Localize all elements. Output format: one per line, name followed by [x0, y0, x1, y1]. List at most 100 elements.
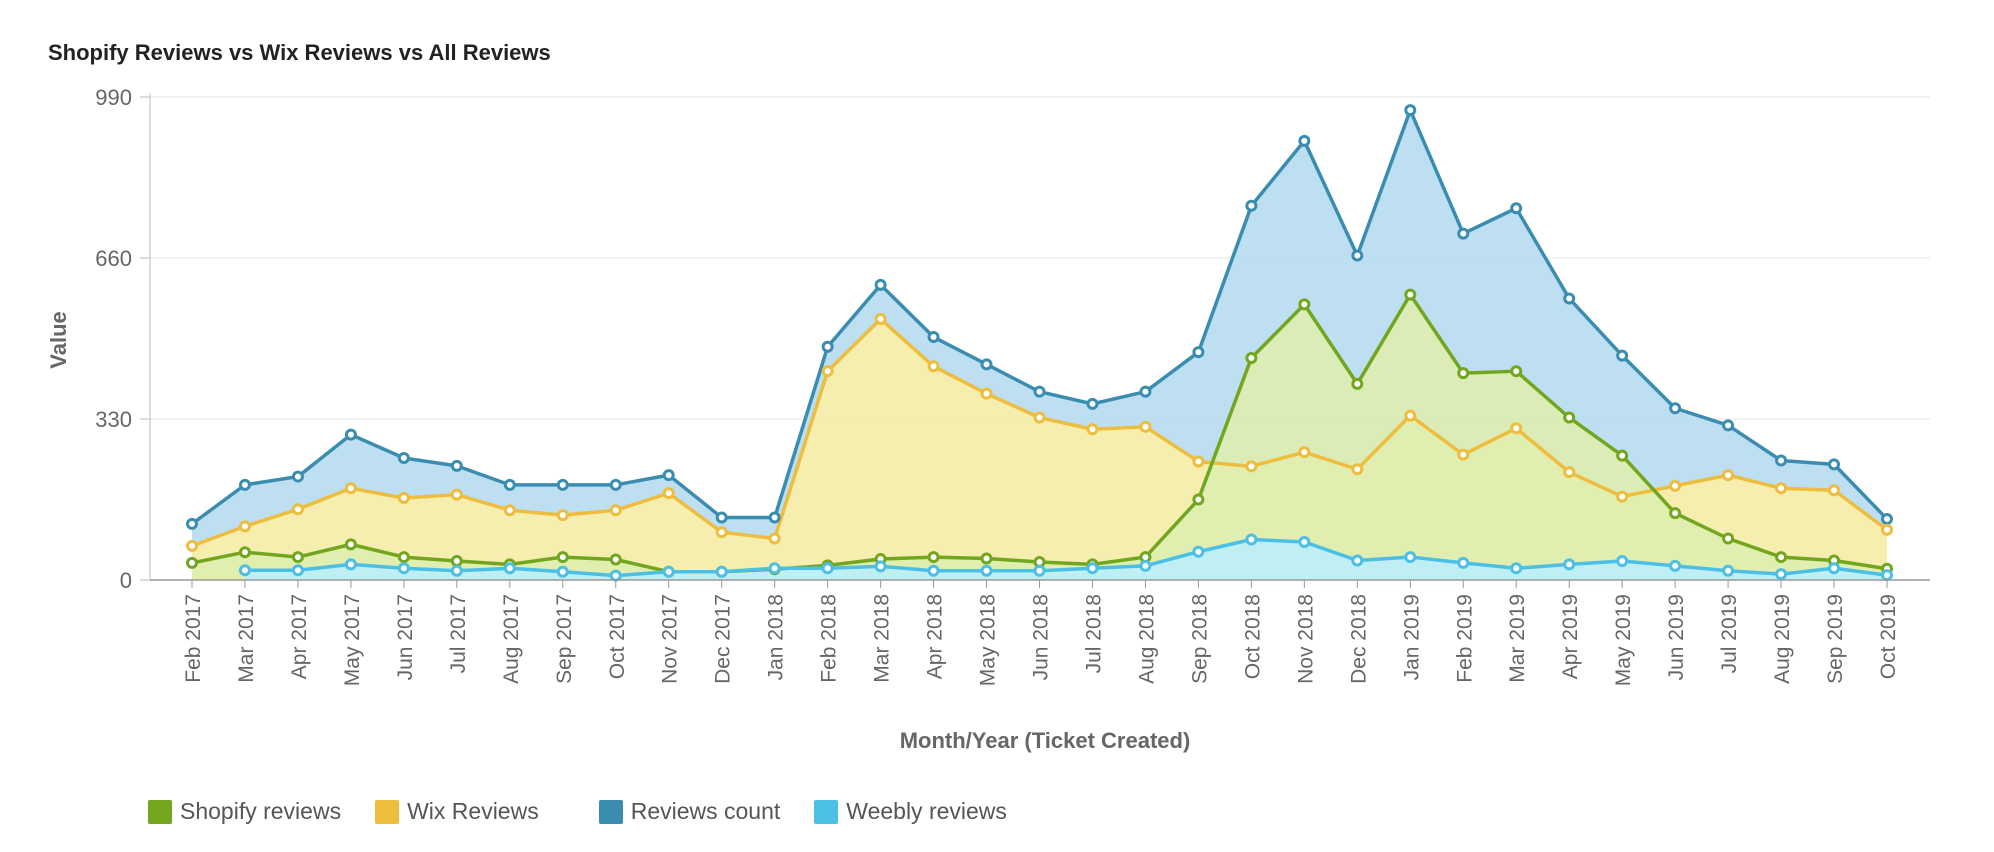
point-shopify-reviews: [1669, 507, 1682, 520]
legend-swatch-reviews-count: [598, 799, 623, 824]
point-wix-reviews: [1775, 482, 1788, 495]
legend-item-wix[interactable]: Wix Reviews: [375, 798, 539, 825]
point-shopify-reviews: [556, 551, 569, 564]
point-weebly-reviews: [980, 564, 993, 577]
y-axis-label: Value: [46, 311, 71, 368]
point-weebly-reviews: [1351, 554, 1364, 567]
x-axis-label: Month/Year (Ticket Created): [900, 728, 1191, 753]
x-tick-label: Mar 2017: [235, 594, 258, 683]
point-reviews-count: [1298, 134, 1311, 147]
point-weebly-reviews: [291, 564, 304, 577]
point-shopify-reviews: [1722, 532, 1735, 545]
x-tick-label: May 2018: [977, 594, 1000, 686]
point-shopify-reviews: [450, 554, 463, 567]
point-weebly-reviews: [662, 565, 675, 578]
point-wix-reviews: [1245, 460, 1258, 473]
point-reviews-count: [1404, 104, 1417, 117]
point-weebly-reviews: [1828, 562, 1841, 575]
point-weebly-reviews: [238, 564, 251, 577]
grid-lines: [150, 96, 1930, 420]
legend-swatch-weebly: [814, 799, 839, 824]
point-reviews-count: [980, 358, 993, 371]
x-tick-label: May 2019: [1612, 594, 1635, 686]
point-reviews-count: [1139, 385, 1152, 398]
point-reviews-count: [1722, 419, 1735, 432]
point-wix-reviews: [291, 503, 304, 516]
point-wix-reviews: [1139, 420, 1152, 433]
point-reviews-count: [1828, 458, 1841, 471]
area-weebly-reviews: [244, 539, 1887, 580]
point-reviews-count: [238, 478, 251, 491]
point-shopify-reviews: [1457, 367, 1470, 380]
point-wix-reviews: [1298, 446, 1311, 459]
point-wix-reviews: [556, 509, 569, 522]
legend-item-reviews-count[interactable]: Reviews count: [598, 798, 780, 825]
point-reviews-count: [1192, 346, 1205, 359]
line-weebly-reviews: [244, 537, 1888, 578]
x-tick-label: Jan 2019: [1400, 594, 1423, 680]
point-weebly-reviews: [1563, 558, 1576, 571]
x-tick-label: Jul 2017: [447, 594, 470, 673]
point-wix-reviews: [609, 504, 622, 517]
x-tick-label: Jul 2019: [1718, 594, 1741, 673]
point-wix-reviews: [715, 526, 728, 539]
point-wix-reviews: [1563, 466, 1576, 479]
point-wix-reviews: [1669, 479, 1682, 492]
point-reviews-count: [768, 511, 781, 524]
area-shopify-reviews: [192, 294, 1887, 580]
x-tick-label: Dec 2017: [712, 594, 735, 684]
y-tick-label: 990: [95, 85, 132, 110]
legend-item-weebly[interactable]: Weebly reviews: [814, 798, 1007, 825]
point-wix-reviews: [1457, 448, 1470, 461]
x-tick-label: Jan 2018: [765, 594, 788, 680]
point-wix-reviews: [397, 492, 410, 505]
point-reviews-count: [874, 278, 887, 291]
point-wix-reviews: [344, 482, 357, 495]
point-wix-reviews: [1192, 455, 1205, 468]
point-weebly-reviews: [1616, 554, 1629, 567]
legend: Shopify reviews Wix Reviews Reviews coun…: [148, 798, 1041, 825]
x-tick-label: Oct 2019: [1877, 594, 1900, 679]
x-tick-label: Feb 2017: [182, 594, 205, 683]
y-tick-label: 330: [95, 407, 132, 432]
point-wix-reviews: [238, 520, 251, 533]
x-tick-label: Mar 2019: [1506, 594, 1529, 683]
point-reviews-count: [1775, 454, 1788, 467]
point-reviews-count: [450, 459, 463, 472]
x-tick-label: Jun 2017: [394, 594, 417, 680]
point-wix-reviews: [1616, 490, 1629, 503]
y-tick-label: 660: [95, 246, 132, 271]
point-shopify-reviews: [1404, 288, 1417, 301]
x-tick-label: Aug 2017: [500, 594, 523, 684]
chart-title: Shopify Reviews vs Wix Reviews vs All Re…: [48, 40, 551, 65]
point-weebly-reviews: [1298, 535, 1311, 548]
point-shopify-reviews: [291, 551, 304, 564]
x-tick-label: Oct 2017: [606, 594, 629, 679]
point-wix-reviews: [1351, 463, 1364, 476]
point-reviews-count: [1669, 402, 1682, 415]
point-shopify-reviews: [186, 556, 198, 569]
legend-item-shopify[interactable]: Shopify reviews: [148, 798, 341, 825]
point-shopify-reviews: [1245, 352, 1258, 365]
y-tick-label: 0: [120, 568, 132, 593]
point-weebly-reviews: [715, 565, 728, 578]
point-reviews-count: [1563, 292, 1576, 305]
point-wix-reviews: [1510, 422, 1523, 435]
point-weebly-reviews: [1404, 551, 1417, 564]
x-tick-label: Mar 2018: [871, 594, 894, 683]
point-weebly-reviews: [1510, 562, 1523, 575]
point-shopify-reviews: [1192, 493, 1205, 506]
point-wix-reviews: [1086, 423, 1099, 436]
point-weebly-reviews: [503, 562, 516, 575]
series-points: [186, 104, 1893, 582]
point-wix-reviews: [1404, 409, 1417, 422]
x-tick-label: Feb 2019: [1453, 594, 1476, 683]
point-reviews-count: [1086, 397, 1099, 410]
point-weebly-reviews: [1245, 533, 1258, 546]
point-wix-reviews: [1033, 411, 1046, 424]
series-areas: [192, 110, 1887, 580]
point-weebly-reviews: [874, 560, 887, 573]
point-wix-reviews: [980, 387, 993, 400]
point-reviews-count: [715, 511, 728, 524]
legend-label-shopify: Shopify reviews: [180, 798, 342, 824]
